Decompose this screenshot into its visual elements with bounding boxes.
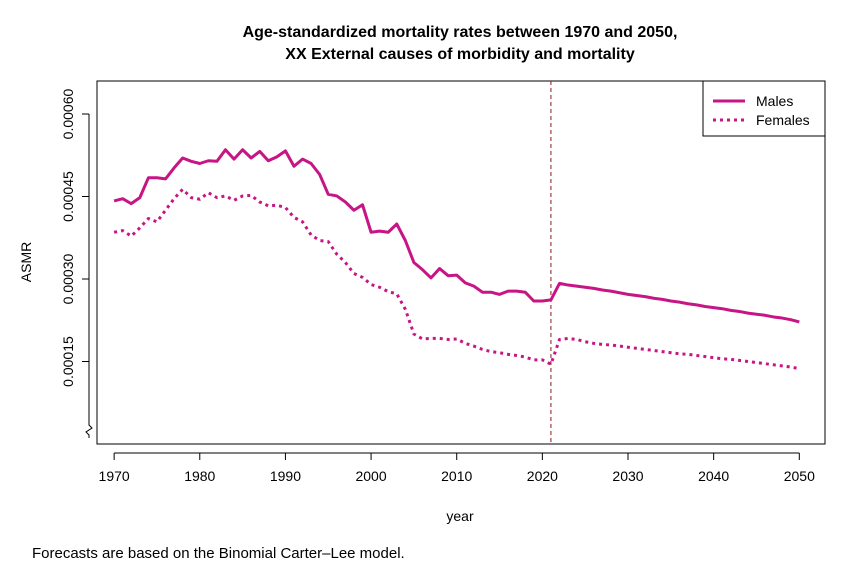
y-axis-label: ASMR bbox=[18, 242, 34, 282]
y-tick-label: 0.00060 bbox=[60, 88, 76, 139]
footnote: Forecasts are based on the Binomial Cart… bbox=[32, 545, 405, 562]
legend: Males Females bbox=[702, 80, 826, 137]
chart: Age-standardized mortality rates between… bbox=[18, 24, 826, 524]
series-line-males bbox=[113, 148, 800, 324]
legend-label: Males bbox=[756, 93, 793, 109]
series-line-females bbox=[113, 187, 800, 371]
y-axis: 0.00015 0.00030 0.00045 0.00060 bbox=[60, 88, 93, 438]
y-tick-label: 0.00045 bbox=[60, 171, 76, 222]
chart-title-line: XX External causes of morbidity and mort… bbox=[285, 46, 635, 63]
chart-title-line: Age-standardized mortality rates between… bbox=[243, 24, 678, 41]
x-axis-label: year bbox=[446, 508, 474, 524]
legend-label: Females bbox=[756, 112, 810, 128]
y-axis-break bbox=[85, 361, 93, 438]
series-lines bbox=[113, 148, 800, 371]
x-axis: 1970 1980 1990 2000 2010 2020 2030 2040 2050 bbox=[99, 452, 815, 484]
x-tick-label: 1970 bbox=[99, 468, 130, 484]
x-tick-label: 1980 bbox=[184, 468, 215, 484]
x-tick-label: 2040 bbox=[698, 468, 729, 484]
y-tick-label: 0.00030 bbox=[60, 253, 76, 304]
x-tick-label: 2020 bbox=[527, 468, 558, 484]
x-tick-label: 2030 bbox=[612, 468, 643, 484]
legend-box bbox=[702, 80, 826, 137]
x-tick-label: 2000 bbox=[355, 468, 386, 484]
chart-title: Age-standardized mortality rates between… bbox=[243, 24, 678, 63]
plot-frame bbox=[96, 80, 826, 445]
x-tick-label: 2050 bbox=[784, 468, 815, 484]
x-tick-label: 1990 bbox=[270, 468, 301, 484]
y-tick-label: 0.00015 bbox=[60, 336, 76, 387]
x-tick-label: 2010 bbox=[441, 468, 472, 484]
